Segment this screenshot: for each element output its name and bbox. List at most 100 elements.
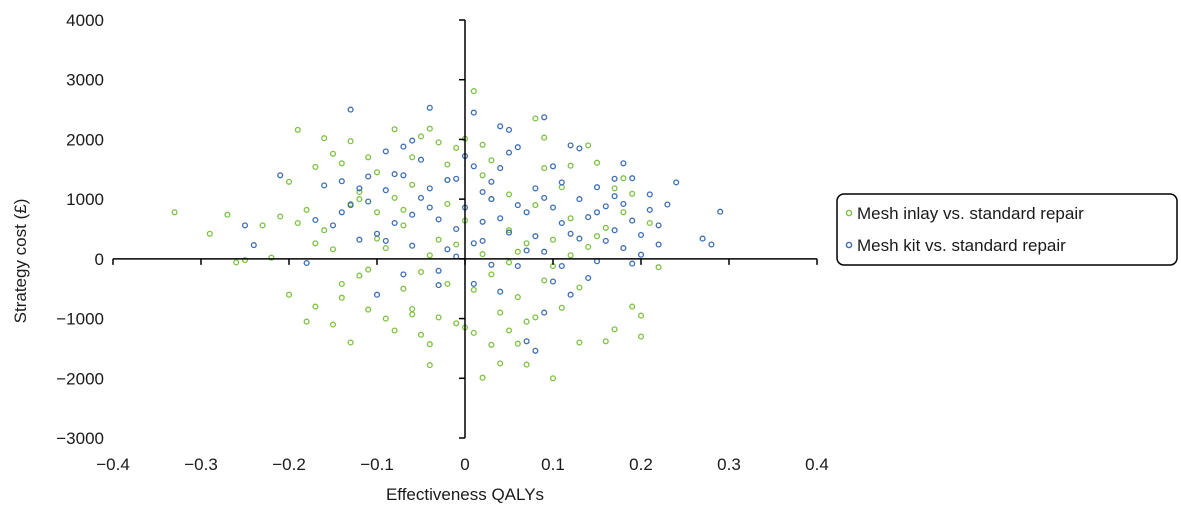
data-point <box>409 181 416 188</box>
data-point <box>373 169 381 176</box>
data-point <box>470 286 477 293</box>
data-point <box>382 187 389 194</box>
data-point <box>338 160 345 167</box>
data-point <box>453 144 460 151</box>
data-point <box>426 104 433 111</box>
data-point <box>426 185 433 192</box>
data-point <box>497 288 504 295</box>
data-point <box>444 161 451 168</box>
data-point <box>338 280 345 287</box>
data-point <box>549 278 557 285</box>
data-point <box>708 241 715 248</box>
data-point <box>444 200 451 207</box>
data-point <box>593 209 601 216</box>
data-point <box>356 196 363 203</box>
data-point <box>321 227 328 234</box>
x-tick-label: 0.1 <box>541 455 565 474</box>
data-point <box>646 191 653 198</box>
data-point <box>541 194 548 201</box>
data-point <box>312 216 319 224</box>
data-point <box>629 175 636 182</box>
y-axis-title: Strategy cost (£) <box>11 199 30 324</box>
data-point <box>593 233 601 240</box>
data-point <box>567 215 574 222</box>
data-point <box>629 217 636 224</box>
data-point <box>505 149 513 156</box>
data-point <box>444 246 451 253</box>
data-point <box>356 185 363 192</box>
y-tick-label: 3000 <box>66 71 104 90</box>
data-point <box>233 259 240 266</box>
data-point <box>373 291 381 298</box>
data-point <box>541 165 548 172</box>
data-point <box>497 360 504 367</box>
points-layer <box>171 88 724 382</box>
data-point <box>365 173 372 180</box>
data-point <box>523 338 530 345</box>
data-point <box>585 214 592 221</box>
data-point <box>523 318 530 325</box>
y-tick-label: −1000 <box>56 310 104 329</box>
data-point <box>593 159 601 166</box>
data-point <box>206 230 213 237</box>
data-point <box>541 309 548 316</box>
data-point <box>611 175 618 182</box>
data-point <box>497 123 504 130</box>
data-point <box>329 246 337 253</box>
data-point <box>567 230 574 237</box>
data-point <box>602 338 609 345</box>
data-point <box>620 160 627 167</box>
data-point <box>268 254 275 261</box>
series-1 <box>241 104 724 354</box>
data-point <box>514 262 521 270</box>
data-point <box>400 222 407 229</box>
data-point <box>576 235 583 242</box>
data-point <box>558 184 565 191</box>
data-point <box>505 126 513 133</box>
data-point <box>532 185 539 192</box>
data-point <box>241 257 249 264</box>
data-point <box>558 262 565 270</box>
data-point <box>470 163 477 170</box>
data-point <box>655 222 662 229</box>
data-point <box>629 190 636 197</box>
data-point <box>479 141 486 148</box>
data-point <box>532 202 539 209</box>
x-tick-label: −0.3 <box>184 455 218 474</box>
data-point <box>576 339 583 346</box>
data-point <box>717 208 724 215</box>
data-point <box>417 268 425 276</box>
data-point <box>303 206 310 213</box>
data-point <box>567 252 574 259</box>
data-point <box>329 321 337 328</box>
data-point <box>382 148 389 155</box>
data-point <box>479 237 486 244</box>
data-point <box>673 179 680 186</box>
data-point <box>365 266 372 273</box>
data-point <box>365 198 372 205</box>
data-point <box>479 172 486 179</box>
data-point <box>435 139 442 146</box>
data-point <box>365 154 372 161</box>
x-tick-label: 0.4 <box>805 455 829 474</box>
data-point <box>585 243 592 250</box>
x-tick-label: 0.3 <box>717 455 741 474</box>
y-tick-label: −3000 <box>56 429 104 448</box>
data-point <box>417 156 425 163</box>
data-point <box>356 236 363 243</box>
data-point <box>549 236 557 243</box>
data-point <box>523 247 530 254</box>
data-point <box>400 271 407 278</box>
data-point <box>409 211 416 218</box>
data-point <box>417 194 425 201</box>
x-tick-label: 0.2 <box>629 455 653 474</box>
data-point <box>541 277 548 284</box>
data-point <box>488 261 495 268</box>
data-point <box>347 138 354 145</box>
data-point <box>699 235 706 242</box>
data-point <box>285 291 293 298</box>
data-point <box>620 175 627 182</box>
data-point <box>585 142 592 149</box>
data-point <box>435 267 442 274</box>
